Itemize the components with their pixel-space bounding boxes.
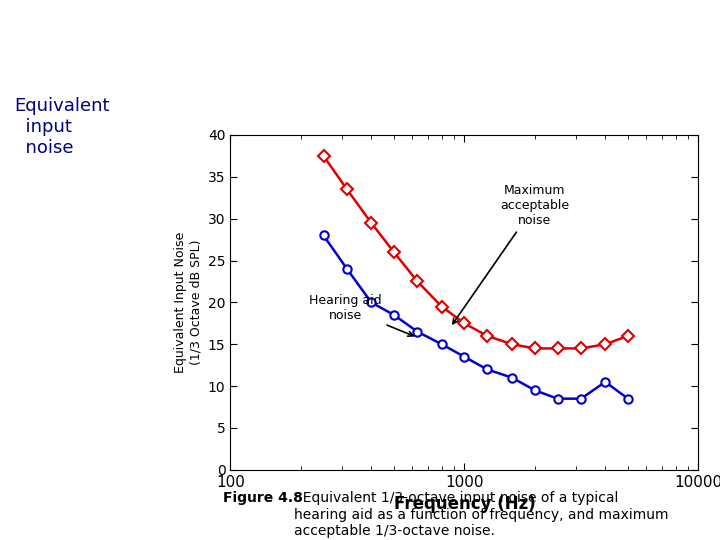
Y-axis label: Equivalent Input Noise
(1/3 Octave dB SPL): Equivalent Input Noise (1/3 Octave dB SP… [174,232,202,373]
Text: Equivalent 1/3-octave input noise of a typical
hearing aid as a function of freq: Equivalent 1/3-octave input noise of a t… [294,491,668,538]
Text: Equivalent
  input
  noise: Equivalent input noise [14,97,110,157]
Text: Hearing aid
noise: Hearing aid noise [309,294,413,336]
X-axis label: Frequency (Hz): Frequency (Hz) [394,495,535,513]
Text: Maximum
acceptable
noise: Maximum acceptable noise [453,184,570,323]
Text: Figure 4.8: Figure 4.8 [223,491,303,505]
